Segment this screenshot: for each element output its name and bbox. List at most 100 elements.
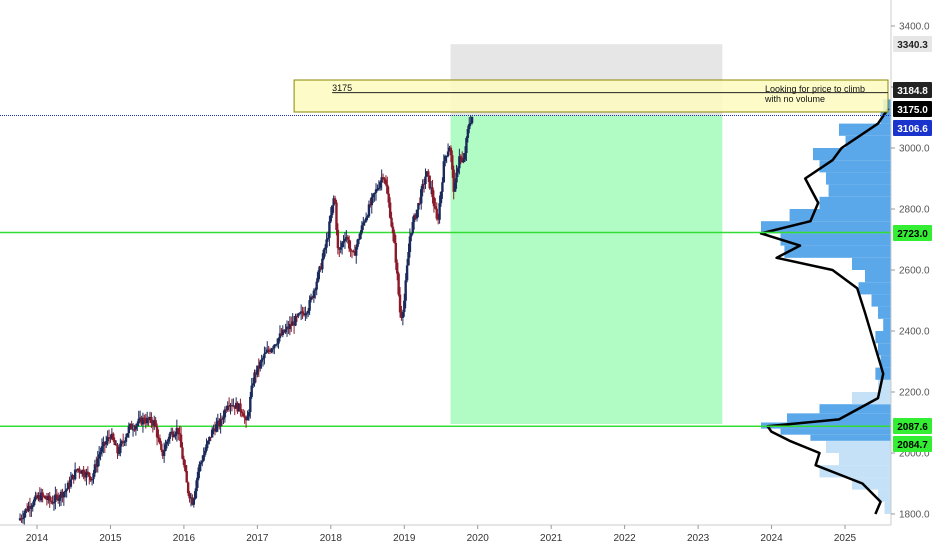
y-tick-label: 1800.0 <box>899 510 930 521</box>
candle-body <box>54 494 57 503</box>
candle-body <box>242 413 245 417</box>
price-label-box <box>893 436 932 452</box>
candle-body <box>35 495 39 499</box>
candle-body <box>202 454 205 461</box>
candle-body <box>384 179 388 185</box>
candle-body <box>229 405 232 407</box>
candle-body <box>374 189 378 193</box>
candle-body <box>58 497 61 501</box>
candle-body <box>145 417 149 424</box>
candle-body <box>329 215 333 222</box>
volume-profile-bar <box>813 148 891 161</box>
candle-body <box>160 443 163 450</box>
annotation-note-line-2: with no volume <box>764 94 825 104</box>
candle-body <box>31 505 34 507</box>
candle-body <box>28 505 32 509</box>
candle-body <box>435 208 438 219</box>
volume-profile-bar <box>828 184 891 197</box>
candle-body <box>177 427 180 434</box>
candle-body <box>446 151 450 157</box>
candle-body <box>150 417 153 424</box>
candle-body <box>112 433 115 441</box>
candle-body <box>280 333 283 336</box>
candle-body <box>65 489 68 491</box>
candle-body <box>319 266 323 270</box>
candle-body <box>30 506 33 509</box>
candle-body <box>421 183 424 190</box>
annotation-rect[interactable] <box>293 79 889 113</box>
candle-body <box>369 204 372 206</box>
candle-body <box>301 311 304 314</box>
price-label-text: 3106.6 <box>897 124 928 135</box>
candle-body <box>380 177 383 183</box>
candle-body <box>371 194 375 198</box>
horizontal-levels[interactable] <box>0 114 891 428</box>
candle-body <box>429 187 433 189</box>
candle-body <box>460 157 464 163</box>
candle-body <box>133 429 136 431</box>
candle-body <box>323 247 327 250</box>
volume-profile-bar <box>787 413 891 423</box>
candle-body <box>86 471 90 473</box>
candle-body <box>360 225 364 233</box>
candle-body <box>220 418 224 420</box>
candle-body <box>253 372 256 384</box>
candle-body <box>59 491 63 498</box>
candle-body <box>271 348 275 350</box>
candle-body <box>422 183 426 185</box>
candle-body <box>45 498 49 500</box>
candle-body <box>216 420 220 425</box>
volume-profile-bar <box>852 477 891 490</box>
x-tick-label: 2020 <box>467 533 490 544</box>
candle-body <box>191 497 194 505</box>
volume-profile-bar <box>865 270 891 283</box>
candle-body <box>466 128 470 138</box>
candle-body <box>299 311 303 314</box>
candle-body <box>393 233 396 243</box>
candle-body <box>179 434 183 448</box>
candle-body <box>396 262 399 274</box>
volume-profile-bar <box>878 489 891 502</box>
candle-body <box>137 418 140 424</box>
candle-body <box>290 323 293 326</box>
candle-body <box>201 460 204 463</box>
candle-body <box>273 344 276 349</box>
candle-body <box>61 491 64 498</box>
candle-body <box>353 251 357 256</box>
candle-body <box>283 329 286 333</box>
candle-body <box>222 417 225 420</box>
y-tick-label: 2000.0 <box>899 449 930 460</box>
candle-body <box>208 436 211 442</box>
volume-profile-bar <box>883 318 891 331</box>
annotation-box[interactable]: 3175 Looking for price to climb with no … <box>293 79 889 113</box>
candle-body <box>178 433 181 435</box>
candle-body <box>127 426 131 434</box>
candle-body <box>55 494 58 496</box>
x-tick-label: 2019 <box>393 533 416 544</box>
candle-body <box>363 221 366 223</box>
candle-body <box>158 438 162 444</box>
candle-body <box>398 294 402 313</box>
volume-profile-bar <box>875 331 891 344</box>
candle-body <box>257 365 260 369</box>
candle-body <box>198 464 201 472</box>
volume-profile-bar <box>789 209 891 222</box>
candle-body <box>24 508 27 514</box>
candle-body <box>82 470 85 476</box>
candle-body <box>340 242 344 248</box>
candle-body <box>199 462 203 465</box>
candle-body <box>325 239 328 248</box>
candle-body <box>350 250 354 252</box>
candle-body <box>124 437 128 442</box>
volume-profile-bar <box>852 257 891 270</box>
candle-body <box>442 161 446 183</box>
candle-body <box>195 480 198 492</box>
candle-body <box>185 471 188 483</box>
projection-box-lower[interactable] <box>450 115 723 424</box>
candle-body <box>336 229 340 249</box>
candle-body <box>370 197 373 206</box>
candle-body <box>321 258 324 270</box>
candle-body <box>223 409 227 418</box>
candle-body <box>333 198 337 203</box>
